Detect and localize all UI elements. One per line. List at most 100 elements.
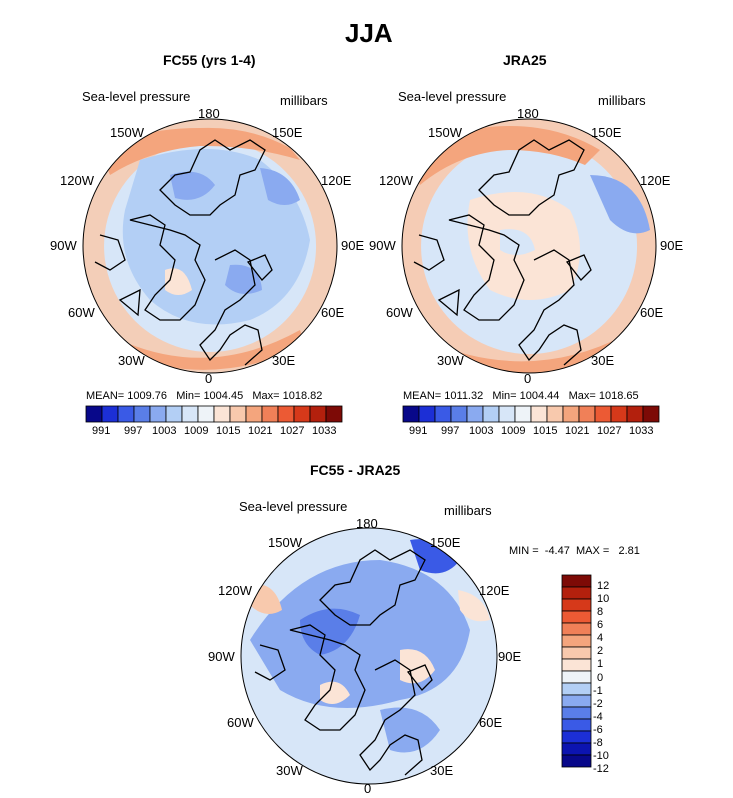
panel3-cb-label: 4 xyxy=(597,632,604,644)
panel2-lon-60e: 60E xyxy=(640,305,664,320)
panel3-cb-label: 8 xyxy=(597,606,604,618)
panel1-coastlines xyxy=(94,139,273,366)
panel3-title: FC55 - JRA25 xyxy=(310,462,401,478)
panel2-cb-label: 1015 xyxy=(533,425,558,437)
panel1-min-label: Min= xyxy=(176,390,201,402)
panel3-colorbar xyxy=(561,574,592,768)
panel3-units: millibars xyxy=(444,503,492,518)
panel1-stats: MEAN= 1009.76 Min= 1004.45 Max= 1018.82 xyxy=(86,390,322,402)
panel3-lon-0: 0 xyxy=(364,781,372,796)
panel1-cb-label: 1021 xyxy=(248,425,273,437)
panel1-colorbar xyxy=(85,405,343,423)
panel2-cb-label: 991 xyxy=(409,425,428,437)
panel1-field-low1 xyxy=(260,168,300,205)
panel3-min-value: -4.47 xyxy=(544,545,570,557)
panel2-mean-label: MEAN= xyxy=(403,390,442,402)
panel1-lon-120e: 120E xyxy=(321,173,352,188)
figure-title: JJA xyxy=(345,18,393,48)
panel3-cb-label: -6 xyxy=(593,724,603,736)
panel2-lon-0: 0 xyxy=(524,371,532,386)
panel3-cb-label: 2 xyxy=(597,645,604,657)
panel1-lon-90w: 90W xyxy=(50,238,77,253)
panel3-map xyxy=(240,527,498,785)
panel3-cb-label: 12 xyxy=(597,580,610,592)
panel2-min-value: 1004.44 xyxy=(519,390,560,402)
panel3-lon-120e: 120E xyxy=(479,583,510,598)
panel2-field-low1 xyxy=(590,175,650,234)
panel1-field-south xyxy=(110,330,305,370)
panel3-lon-180: 180 xyxy=(356,516,378,531)
panel3-field-high-e xyxy=(400,649,435,684)
panel1-max-label: Max= xyxy=(252,390,280,402)
panel3-max-value: 2.81 xyxy=(618,545,640,557)
panel2-max-label: Max= xyxy=(568,390,596,402)
panel1-cb-label: 997 xyxy=(124,425,143,437)
panel1-units: millibars xyxy=(280,93,328,108)
panel3-cb-label: 1 xyxy=(597,658,604,670)
panel3-cb-label: -1 xyxy=(593,685,603,697)
panel3-lon-120w: 120W xyxy=(218,583,252,598)
panel2-lon-180: 180 xyxy=(517,106,539,121)
panel3-map-border xyxy=(240,527,498,785)
panel1-min-value: 1004.45 xyxy=(203,390,244,402)
panel3-lon-30w: 30W xyxy=(276,763,303,778)
panel2-lon-120e: 120E xyxy=(640,173,671,188)
panel1-cb-label: 1033 xyxy=(312,425,337,437)
panel3-lon-60w: 60W xyxy=(227,715,254,730)
panel3-lon-150w: 150W xyxy=(268,535,302,550)
panel1-map-border xyxy=(82,118,338,374)
panel2-cb-label: 1027 xyxy=(597,425,622,437)
panel2-map-border xyxy=(401,118,657,374)
panel2-lon-150e: 150E xyxy=(591,125,622,140)
panel2-lon-30w: 30W xyxy=(437,353,464,368)
panel3-cb-label: -2 xyxy=(593,698,603,710)
panel1-variable: Sea-level pressure xyxy=(82,89,191,104)
panel1-max-value: 1018.82 xyxy=(282,390,323,402)
panel2-cb-label: 1033 xyxy=(629,425,654,437)
panel3-coastlines xyxy=(254,549,433,776)
panel2-cb-label: 1009 xyxy=(501,425,526,437)
panel1-cb-label: 1003 xyxy=(152,425,177,437)
panel2-lon-30e: 30E xyxy=(591,353,615,368)
panel2-lon-150w: 150W xyxy=(428,125,462,140)
panel3-min-label: MIN = xyxy=(509,545,539,557)
panel2-variable: Sea-level pressure xyxy=(398,89,507,104)
panel3-cb-label: 0 xyxy=(597,672,604,684)
panel3-cb-label: -4 xyxy=(593,711,603,723)
panel1-cb-label: 1015 xyxy=(216,425,241,437)
panel1-lon-0: 0 xyxy=(205,371,213,386)
panel1-lon-30e: 30E xyxy=(272,353,296,368)
panel1-lon-120w: 120W xyxy=(60,173,94,188)
panel1-lon-150w: 150W xyxy=(110,125,144,140)
panel3-lon-60e: 60E xyxy=(479,715,503,730)
panel1-lon-180: 180 xyxy=(198,106,220,121)
panel2-map xyxy=(401,118,657,374)
panel3-field-low-deep xyxy=(300,608,360,655)
panel1-mean-value: 1009.76 xyxy=(127,390,168,402)
panel2-colorbar xyxy=(402,405,660,423)
panel3-lon-90e: 90E xyxy=(498,649,522,664)
panel1-cb-label: 1027 xyxy=(280,425,305,437)
panel2-cb-label: 1021 xyxy=(565,425,590,437)
panel3-field-high-c xyxy=(320,681,350,704)
panel3-field-high-ne xyxy=(458,590,490,622)
panel3-cb-label: 6 xyxy=(597,619,604,631)
panel1-field-low2 xyxy=(170,171,215,200)
panel2-lon-60w: 60W xyxy=(386,305,413,320)
panel3-cb-label: -10 xyxy=(593,750,609,762)
panel1-lon-30w: 30W xyxy=(118,353,145,368)
panel2-lon-90e: 90E xyxy=(660,238,684,253)
panel1-mean-label: MEAN= xyxy=(86,390,125,402)
panel1-title: FC55 (yrs 1-4) xyxy=(163,52,256,68)
panel2-cb-label: 997 xyxy=(441,425,460,437)
panel1-lon-90e: 90E xyxy=(341,238,365,253)
panel2-field-pocket xyxy=(500,229,535,255)
panel1-lon-60e: 60E xyxy=(321,305,345,320)
panel2-mean-value: 1011.32 xyxy=(444,390,484,402)
panel3-stats: MIN = -4.47 MAX = 2.81 xyxy=(509,545,640,557)
panel1-lon-150e: 150E xyxy=(272,125,303,140)
panel3-cb-label: -12 xyxy=(593,763,609,775)
panel3-cb-label: 10 xyxy=(597,593,610,605)
panel2-units: millibars xyxy=(598,93,646,108)
